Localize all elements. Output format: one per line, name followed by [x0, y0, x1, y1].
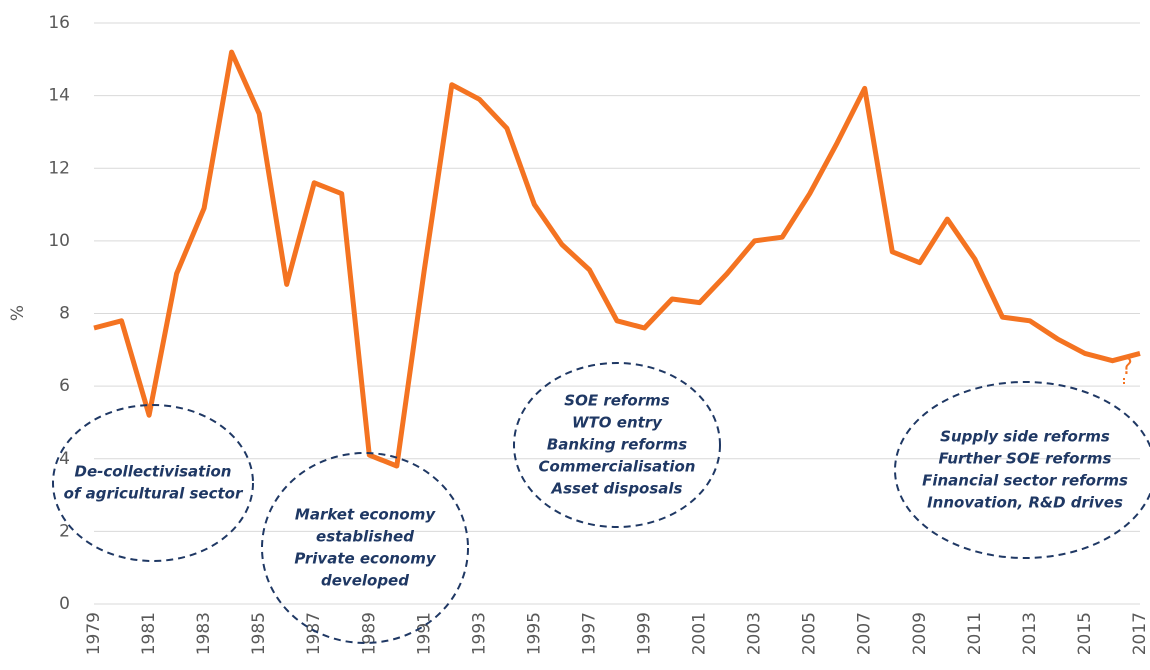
annotation-text: Supply side reforms: [940, 428, 1110, 446]
y-tick-label: 10: [48, 231, 70, 251]
x-tick-label: 2011: [965, 612, 985, 655]
end-note: ?: [1121, 355, 1133, 380]
annotation-text: developed: [321, 572, 409, 590]
annotation-text: Innovation, R&D drives: [927, 494, 1123, 512]
annotation-text: Further SOE reforms: [939, 450, 1112, 468]
y-tick-label: 12: [48, 158, 70, 178]
x-tick-label: 2017: [1130, 612, 1150, 655]
x-tick-label: 1999: [635, 612, 655, 655]
x-tick-label: 2013: [1020, 612, 1040, 655]
x-tick-label: 1989: [359, 612, 379, 655]
x-tick-label: 1995: [524, 612, 544, 655]
x-tick-label: 1981: [139, 612, 159, 655]
y-tick-label: 6: [59, 376, 70, 396]
annotation-text: Asset disposals: [550, 480, 682, 498]
line: [93, 49, 1141, 469]
x-tick-label: 2015: [1075, 612, 1095, 655]
y-axis-label: %: [8, 305, 28, 321]
annotation-text: SOE reforms: [564, 392, 669, 410]
x-tick-label: 1993: [469, 612, 489, 655]
annotation-text: Private economy: [294, 550, 437, 568]
annotation-ellipse: [52, 404, 254, 562]
x-tick-label: 1985: [249, 612, 269, 655]
x-tick-label: 2003: [745, 612, 765, 655]
x-tick-label: 1987: [304, 612, 324, 655]
annotation-text: Financial sector reforms: [922, 472, 1128, 490]
y-tick-label: 2: [59, 521, 70, 541]
y-tick-label: 14: [48, 86, 70, 106]
annotation-ellipse: [261, 452, 469, 644]
y-tick-label: 4: [59, 449, 70, 469]
annotation-text: De-collectivisation: [75, 463, 232, 481]
annotation-ellipse: [513, 362, 721, 528]
x-tick-label: 2005: [800, 612, 820, 655]
annotation-text: of agricultural sector: [64, 485, 244, 503]
x-tick-label: 2009: [910, 612, 930, 655]
x-tick-label: 2001: [690, 612, 710, 655]
x-tick-label: 1979: [84, 612, 104, 655]
y-tick-label: 16: [48, 13, 70, 33]
x-tick-label: 1983: [194, 612, 214, 655]
x-tick-label: 1991: [414, 612, 434, 655]
annotation-text: established: [316, 528, 414, 546]
annotation-text: Commercialisation: [539, 458, 696, 476]
y-tick-label: 0: [59, 594, 70, 614]
annotation-text: Banking reforms: [547, 436, 687, 454]
x-tick-label: 2007: [855, 612, 875, 655]
annotation-text: WTO entry: [572, 414, 663, 432]
y-tick-label: 8: [59, 304, 70, 324]
annotation-text: Market economy: [295, 506, 436, 524]
annotation-ellipse: [894, 381, 1150, 559]
x-tick-label: 1997: [579, 612, 599, 655]
